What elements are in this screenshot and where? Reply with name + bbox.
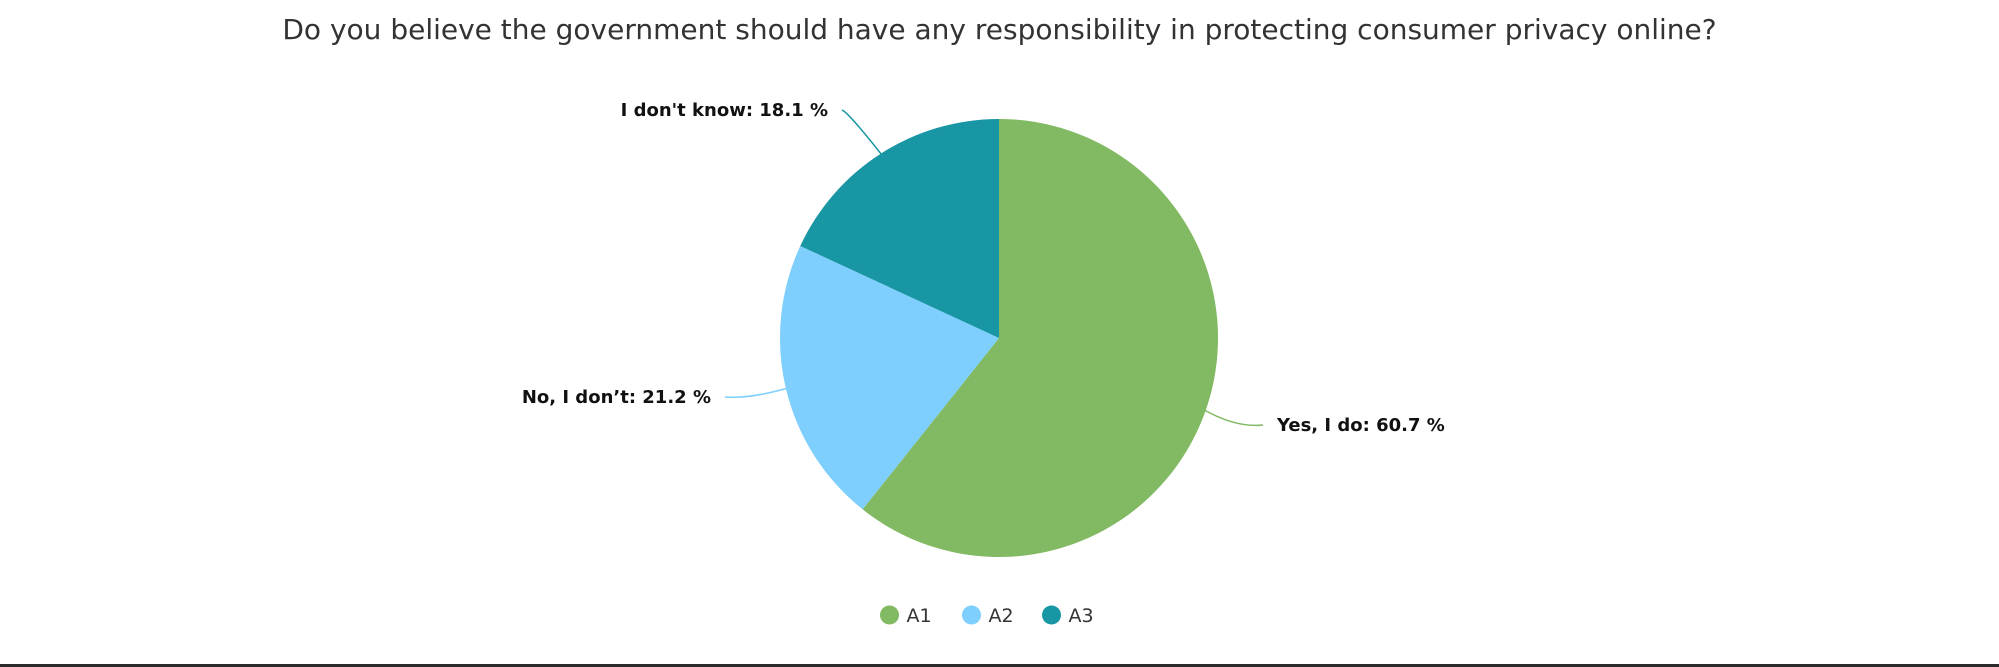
legend-marker-a1 — [880, 605, 899, 625]
pie-slice-no-i-don-t[interactable] — [780, 246, 999, 510]
label-connectors — [724, 109, 1264, 427]
bottom-divider — [0, 664, 1999, 667]
data-label-no-i-don-t: No, I don’t: 21.2 % — [522, 387, 711, 408]
chart-title: Do you believe the government should hav… — [282, 13, 1716, 46]
legend-marker-a2 — [962, 605, 981, 625]
label-connector-no-i-don-t — [724, 387, 790, 399]
data-label-i-don-t-know: I don't know: 18.1 % — [621, 100, 828, 121]
label-connector-i-don-t-know — [841, 109, 884, 157]
legend-label-a3: A3 — [1069, 605, 1094, 627]
legend-marker-a3 — [1042, 605, 1061, 625]
legend-label-a2: A2 — [989, 605, 1014, 627]
data-labels: Yes, I do: 60.7 % No, I don’t: 21.2 % I do… — [522, 100, 1445, 436]
pie-slice-i-don-t-know[interactable] — [800, 119, 999, 338]
legend: A1 A2 A3 — [880, 605, 1094, 627]
legend-item-a1[interactable]: A1 — [880, 605, 932, 627]
legend-label-a1: A1 — [907, 605, 932, 627]
pie-slice-yes-i-do[interactable] — [862, 119, 1218, 558]
legend-item-a3[interactable]: A3 — [1042, 605, 1094, 627]
legend-item-a2[interactable]: A2 — [962, 605, 1014, 627]
label-connector-yes-i-do — [1202, 408, 1264, 427]
pie-slices — [780, 119, 1218, 558]
data-label-yes-i-do: Yes, I do: 60.7 % — [1276, 415, 1445, 436]
